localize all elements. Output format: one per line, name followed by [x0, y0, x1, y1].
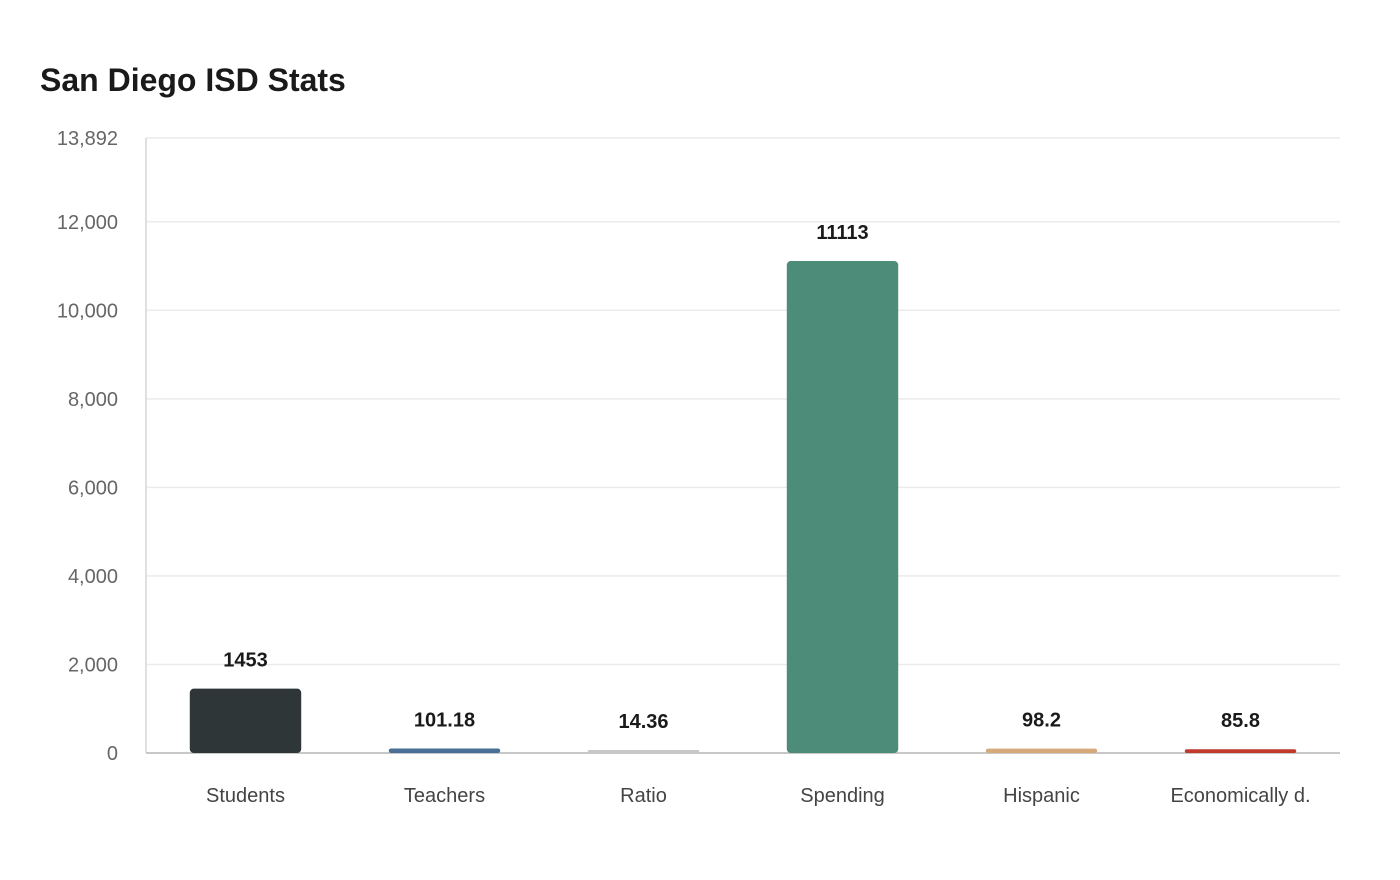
data-labels: 1453 101.18 14.36 11113 98.2 85.8 [223, 222, 1260, 733]
y-tick-label: 4,000 [68, 566, 118, 588]
axes [145, 138, 1340, 754]
bar-economically-d [1184, 749, 1297, 753]
x-category-label: Teachers [404, 785, 485, 807]
y-tick-label: 2,000 [68, 654, 118, 676]
bar-teachers [388, 748, 501, 753]
y-tick-label: 8,000 [68, 389, 118, 411]
bar-students [189, 688, 302, 753]
x-axis-categories: Students Teachers Ratio Spending Hispanic Eco… [206, 785, 1311, 807]
data-label: 1453 [223, 650, 268, 672]
bar-ratio [587, 750, 700, 753]
data-label: 98.2 [1022, 710, 1061, 732]
chart-title: San Diego ISD Stats [40, 62, 346, 98]
y-tick-label: 12,000 [57, 212, 118, 234]
data-label: 85.8 [1221, 710, 1260, 732]
data-label: 11113 [816, 222, 868, 244]
bar-spending [786, 261, 899, 753]
bars [189, 261, 1297, 753]
x-category-label: Ratio [620, 785, 667, 807]
x-category-label: Hispanic [1003, 785, 1080, 807]
y-tick-label: 10,000 [57, 300, 118, 322]
bar-hispanic [985, 748, 1098, 753]
data-label: 14.36 [618, 711, 668, 733]
x-category-label: Students [206, 785, 285, 807]
data-label: 101.18 [414, 710, 475, 732]
x-category-label: Economically d. [1170, 785, 1310, 807]
y-axis-ticks: 0 2,000 4,000 6,000 8,000 10,000 12,000 13,892 [57, 128, 118, 765]
x-category-label: Spending [800, 785, 885, 807]
grid-lines [146, 137, 1340, 666]
y-tick-label: 13,892 [57, 128, 118, 150]
y-tick-label: 6,000 [68, 477, 118, 499]
y-tick-label: 0 [107, 743, 118, 765]
